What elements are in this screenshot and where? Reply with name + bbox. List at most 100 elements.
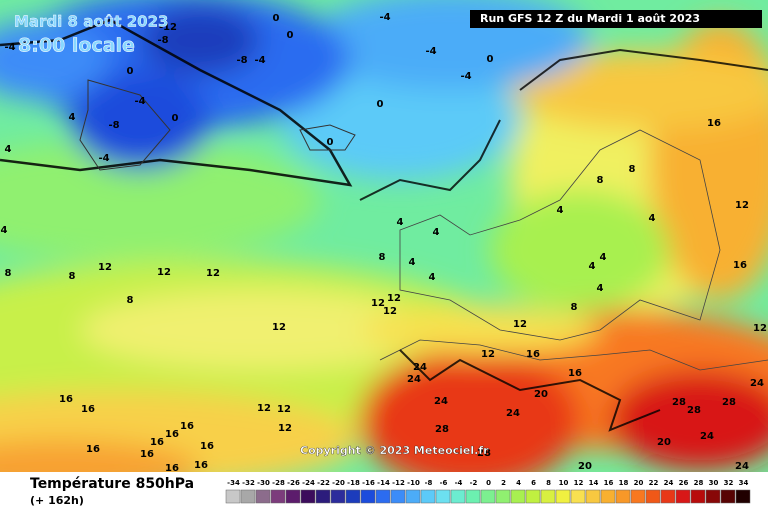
scale-label: -22 <box>317 479 330 487</box>
contour-label: 24 <box>735 461 749 472</box>
contour-label: 28 <box>722 397 736 408</box>
contour-label: 16 <box>733 260 747 271</box>
contour-label: 4 <box>433 227 440 238</box>
scale-label: 16 <box>604 479 614 487</box>
contour-label: 12 <box>735 200 749 211</box>
scale-label: -30 <box>257 479 270 487</box>
contour-label: 16 <box>59 394 73 405</box>
scale-swatch <box>330 489 346 504</box>
scale-swatch <box>690 489 706 504</box>
scale-label: 12 <box>574 479 584 487</box>
scale-swatch <box>435 489 451 504</box>
scale-label: 22 <box>649 479 659 487</box>
contour-label: 0 <box>127 66 134 77</box>
scale-swatch <box>630 489 646 504</box>
contour-label: 16 <box>200 441 214 452</box>
contour-label: 4 <box>69 112 76 123</box>
contour-label: 4 <box>600 252 607 263</box>
contour-label: -8 <box>108 120 119 131</box>
contour-label: -4 <box>254 55 265 66</box>
scale-swatch <box>585 489 601 504</box>
contour-label: 16 <box>140 449 154 460</box>
scale-label: 6 <box>531 479 536 487</box>
scale-swatch <box>225 489 241 504</box>
scale-swatch <box>390 489 406 504</box>
scale-label: 32 <box>724 479 734 487</box>
contour-label: 12 <box>481 349 495 360</box>
contour-label: 8 <box>5 268 12 279</box>
contour-label: 12 <box>98 262 112 273</box>
contour-label: 4 <box>557 205 564 216</box>
contour-label: 0 <box>377 99 384 110</box>
scale-label: 0 <box>486 479 491 487</box>
contour-label: -4 <box>425 46 436 57</box>
scale-swatch <box>570 489 586 504</box>
forecast-time: 8:00 locale <box>18 35 135 57</box>
contour-label: -4 <box>98 153 109 164</box>
scale-label: -12 <box>392 479 405 487</box>
scale-swatch <box>525 489 541 504</box>
contour-label: 20 <box>534 389 548 400</box>
run-box <box>470 10 762 28</box>
contour-label: 0 <box>327 137 334 148</box>
contour-label: 8 <box>571 302 578 313</box>
scale-swatch <box>480 489 496 504</box>
contour-label: -4 <box>460 71 471 82</box>
contour-label: -12 <box>159 22 177 33</box>
scale-label: 10 <box>559 479 569 487</box>
scale-label: -2 <box>470 479 478 487</box>
scale-label: -24 <box>302 479 315 487</box>
scale-swatch <box>405 489 421 504</box>
scale-swatch <box>660 489 676 504</box>
contour-label: 8 <box>69 271 76 282</box>
contour-label: 12 <box>278 423 292 434</box>
scale-swatch <box>705 489 721 504</box>
scale-swatch <box>675 489 691 504</box>
contour-label: 12 <box>272 322 286 333</box>
contour-label: -8 <box>236 55 247 66</box>
contour-label: 12 <box>157 267 171 278</box>
copyright: Copyright © 2023 Meteociel.fr <box>300 444 489 457</box>
contour-label: 20 <box>578 461 592 472</box>
contour-label: 0 <box>172 113 179 124</box>
contour-label: 12 <box>387 293 401 304</box>
contour-label: 12 <box>753 323 767 334</box>
contour-label: 12 <box>371 298 385 309</box>
contour-label: 28 <box>435 424 449 435</box>
scale-swatch <box>240 489 256 504</box>
contour-label: 16 <box>81 404 95 415</box>
contour-label: 16 <box>150 437 164 448</box>
scale-label: 20 <box>634 479 644 487</box>
scale-label: -8 <box>425 479 433 487</box>
scale-swatch <box>285 489 301 504</box>
scale-label: 24 <box>664 479 674 487</box>
scale-label: 18 <box>619 479 629 487</box>
scale-swatch <box>465 489 481 504</box>
scale-swatch <box>645 489 661 504</box>
scale-swatch <box>495 489 511 504</box>
contour-label: 16 <box>526 349 540 360</box>
forecast-date: Mardi 8 août 2023 <box>14 13 168 31</box>
scale-label: 8 <box>546 479 551 487</box>
contour-label: -4 <box>379 12 390 23</box>
contour-label: 12 <box>383 306 397 317</box>
contour-label: 16 <box>165 463 179 474</box>
scale-label: -26 <box>287 479 300 487</box>
scale-swatch <box>315 489 331 504</box>
color-scale: -34 -32 -30 -28 -26 -24 -22 -20 -18 -16 -14 -12 -10-… <box>225 479 751 504</box>
contour-label: 16 <box>86 444 100 455</box>
scale-swatch <box>255 489 271 504</box>
scale-label: -4 <box>455 479 463 487</box>
scale-label: -32 <box>242 479 255 487</box>
scale-label: 28 <box>694 479 704 487</box>
scale-swatch <box>300 489 316 504</box>
contour-label: -4 <box>134 96 145 107</box>
contour-label: 16 <box>194 460 208 471</box>
scale-swatch <box>360 489 376 504</box>
contour-label: 4 <box>5 144 12 155</box>
contour-label: 24 <box>407 374 421 385</box>
contour-label: 24 <box>700 431 714 442</box>
